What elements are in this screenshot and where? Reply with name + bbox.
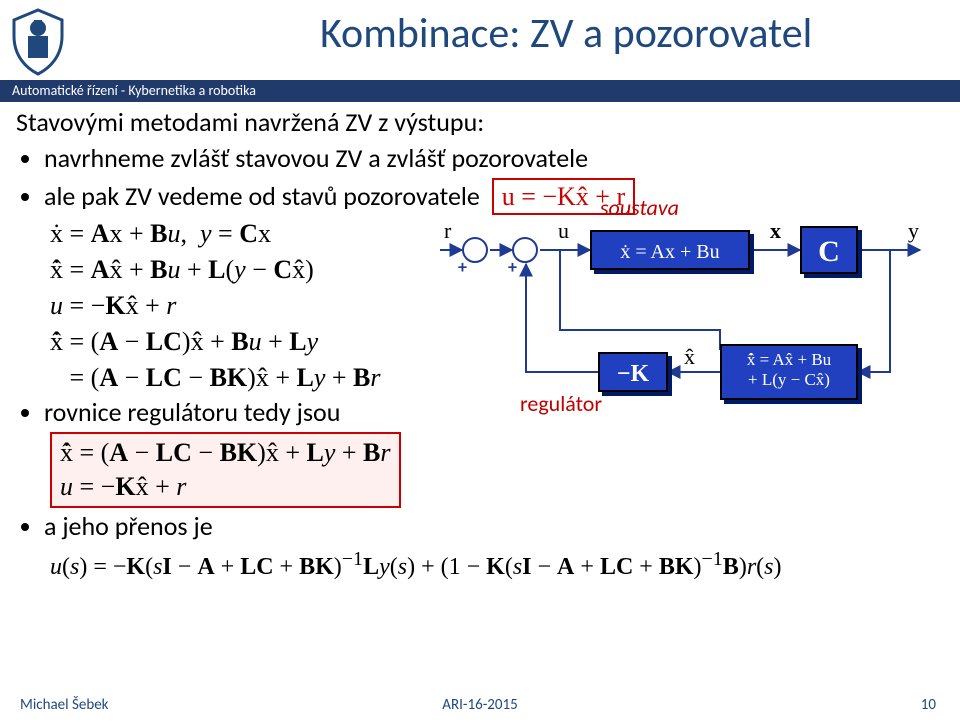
eq-transfer-function: u(s) = −K(sI − A + LC + BK)−1Ly(s) + (1 … bbox=[50, 546, 944, 583]
box-k: −K bbox=[598, 352, 668, 392]
bullet-4: a jeho přenos je bbox=[44, 510, 944, 544]
label-x: x bbox=[770, 218, 781, 244]
box-plant: ẋ = Ax + Bu bbox=[590, 230, 750, 270]
footer-page-number: 10 bbox=[921, 696, 936, 714]
box-observer: x̂̇ = Ax̂ + Bu + L(y − Cx̂) bbox=[720, 344, 858, 400]
course-subbar: Automatické řízení - Kybernetika a robot… bbox=[0, 80, 960, 102]
plus-sign-2: + bbox=[508, 256, 517, 278]
bullet-1: navrhneme zvlášť stavovou ZV a zvlášť po… bbox=[44, 142, 944, 176]
eq-regulator-boxed: x̂̇ = (A − LC − BK)x̂ + Ly + Bru = −Kx̂ … bbox=[50, 432, 944, 508]
content-heading: Stavovými metodami navržená ZV z výstupu… bbox=[16, 106, 944, 140]
slide: Kombinace: ZV a pozorovatel Automatické … bbox=[0, 0, 960, 724]
box-observer-line2: + L(y − Cx̂) bbox=[722, 370, 856, 390]
label-xhat: x̂ bbox=[684, 344, 695, 370]
university-logo bbox=[8, 6, 68, 78]
box-c: C bbox=[800, 226, 858, 274]
label-regulator: regulátor bbox=[520, 390, 602, 417]
block-diagram: + + r u x y x̂ soustava regulátor ẋ = Ax… bbox=[440, 200, 940, 440]
plus-sign-1: + bbox=[458, 256, 467, 278]
footer-course-id: ARI-16-2015 bbox=[0, 696, 960, 714]
label-r: r bbox=[444, 218, 451, 244]
label-y: y bbox=[908, 218, 919, 244]
slide-title: Kombinace: ZV a pozorovatel bbox=[320, 8, 940, 59]
label-u: u bbox=[558, 218, 569, 244]
label-soustava: soustava bbox=[600, 194, 679, 221]
bullet-2-text: ale pak ZV vedeme od stavů pozorovatele bbox=[44, 180, 480, 212]
box-observer-line1: x̂̇ = Ax̂ + Bu bbox=[722, 350, 856, 370]
